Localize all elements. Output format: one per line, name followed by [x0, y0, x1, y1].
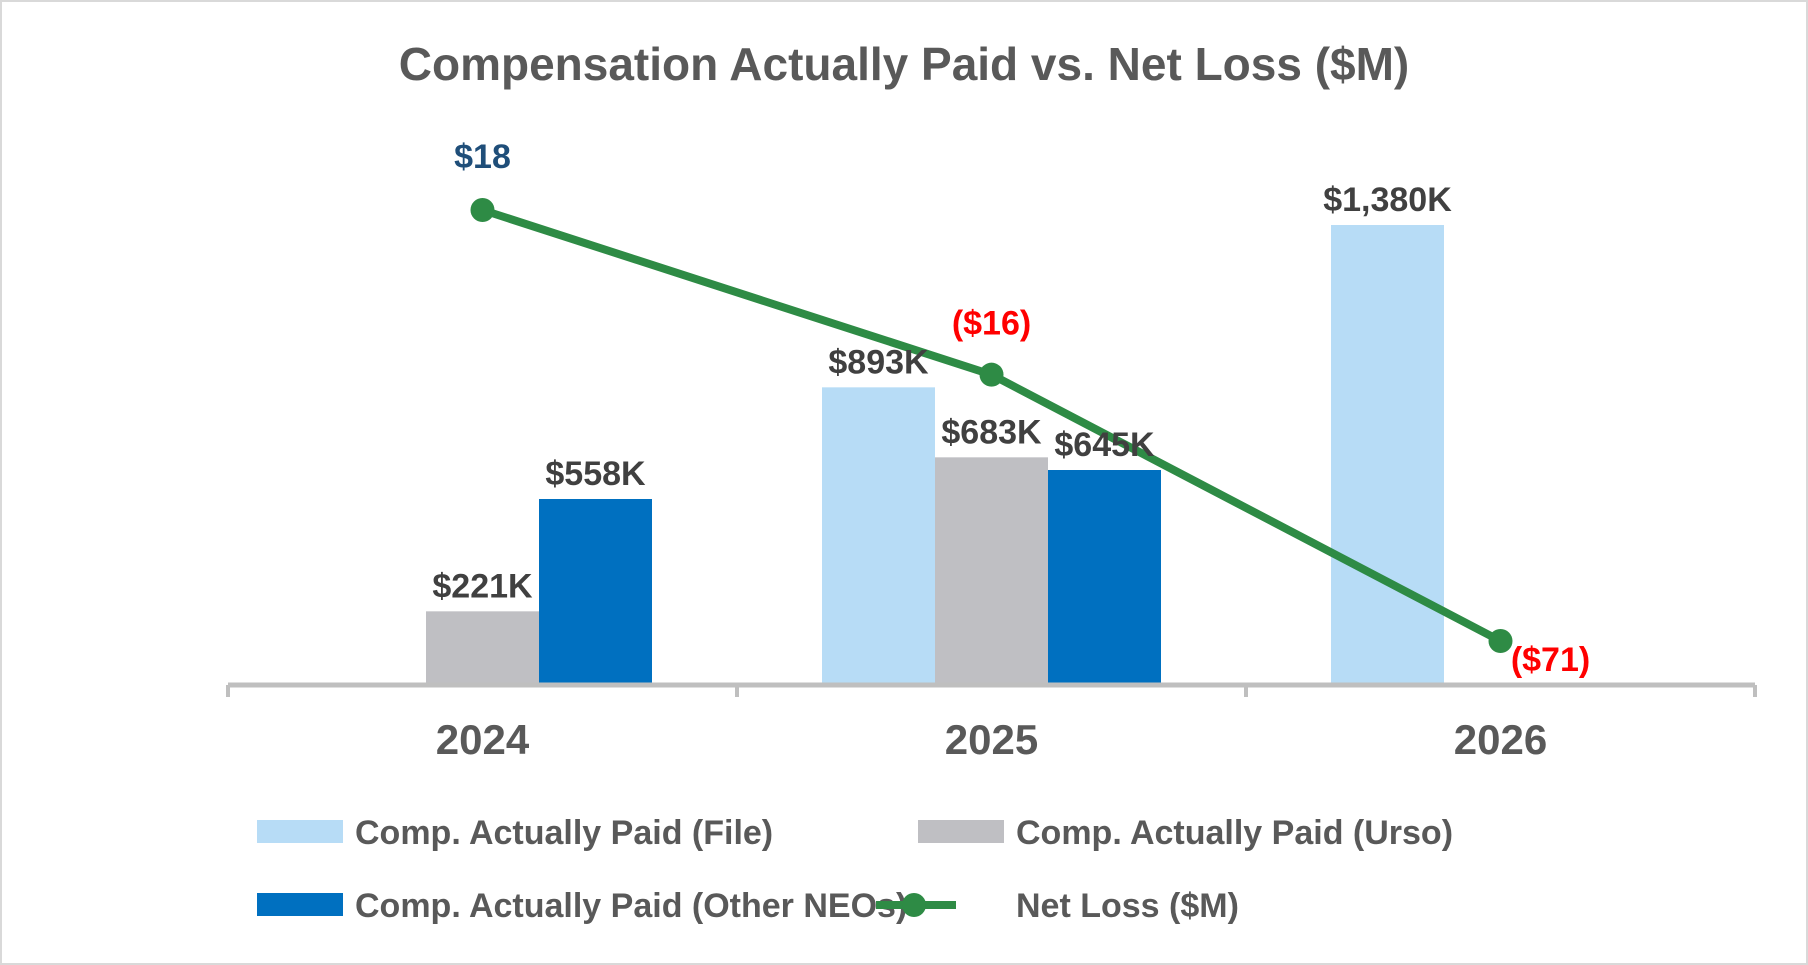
bar-comp-actually-paid-other-neos--2025 [1048, 470, 1161, 685]
bars-group [426, 225, 1444, 685]
data-labels-group: $893K $1,380K $221K $683K $558K $645K $18 ($16)… [432, 138, 1590, 679]
x-tick-label-2026: 2026 [1454, 716, 1547, 763]
bar-data-label: $893K [828, 343, 929, 381]
bar-comp-actually-paid-urso--2024 [426, 611, 539, 685]
bar-data-label: $645K [1054, 426, 1155, 464]
legend-label: Comp. Actually Paid (File) [355, 814, 773, 852]
x-tick-label-2024: 2024 [436, 716, 530, 763]
bar-data-label: $221K [432, 567, 533, 605]
legend-label: Comp. Actually Paid (Other NEOs) [355, 887, 907, 925]
net-loss-data-label: $18 [454, 138, 511, 176]
net-loss-data-label: ($71) [1511, 641, 1590, 679]
bar-comp-actually-paid-urso--2025 [935, 457, 1048, 685]
chart-title: Compensation Actually Paid vs. Net Loss … [399, 38, 1410, 90]
net-loss-point-2025 [979, 362, 1004, 387]
bar-comp-actually-paid-other-neos--2024 [539, 499, 652, 685]
legend-swatch [257, 893, 343, 916]
x-axis: 2024 2025 2026 [226, 682, 1757, 763]
bar-data-label: $683K [941, 413, 1042, 451]
x-tick-label-2025: 2025 [945, 716, 1038, 763]
bar-data-label: $1,380K [1323, 181, 1452, 219]
bar-comp-actually-paid-file--2025 [822, 387, 935, 685]
legend-label: Comp. Actually Paid (Urso) [1016, 814, 1453, 852]
bar-comp-actually-paid-file--2026 [1331, 225, 1444, 685]
legend-swatch [918, 820, 1004, 843]
bar-data-label: $558K [545, 455, 646, 493]
legend-label: Net Loss ($M) [1016, 887, 1239, 925]
net-loss-data-label: ($16) [952, 305, 1031, 343]
net-loss-point-2024 [470, 198, 495, 222]
legend-marker [902, 893, 926, 917]
net-loss-line-group [470, 198, 1513, 653]
net-loss-point-2026 [1488, 629, 1513, 653]
legend: Comp. Actually Paid (File) Comp. Actually… [257, 814, 1453, 925]
legend-swatch [257, 820, 343, 843]
